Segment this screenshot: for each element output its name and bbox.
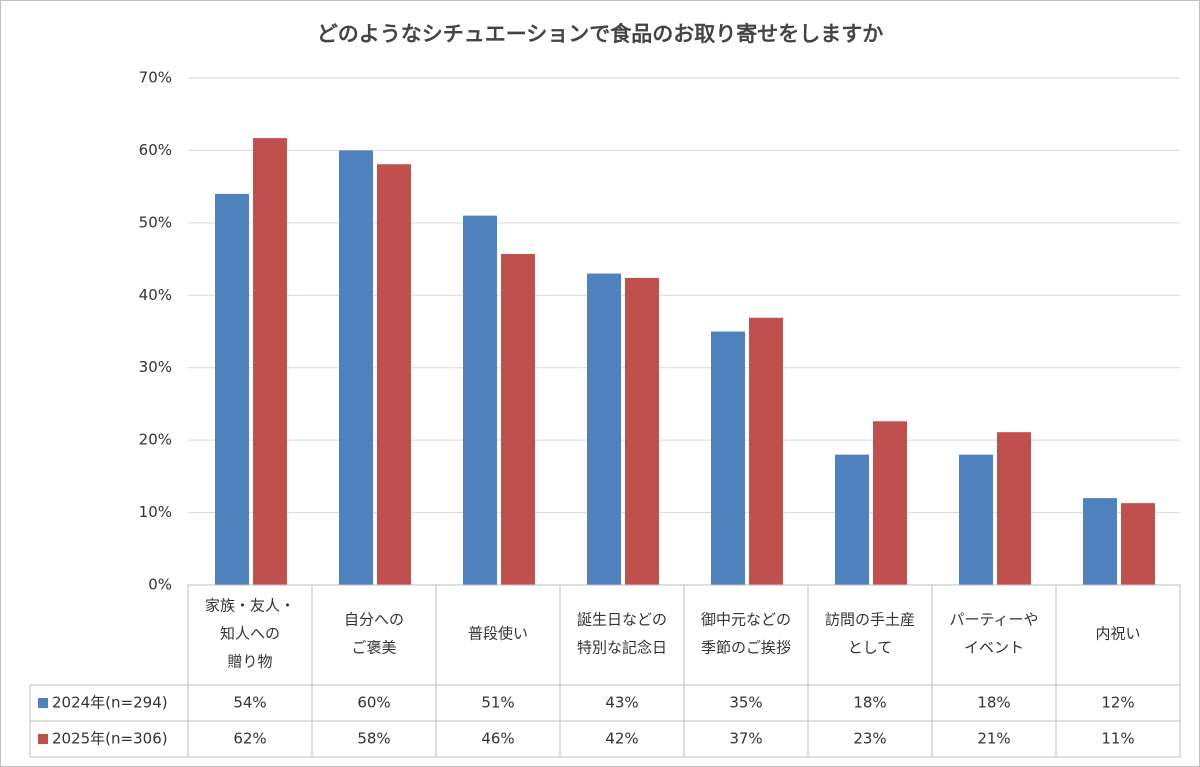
x-tick-label: 内祝い [1095,625,1140,643]
bar [835,454,869,585]
bar [749,317,783,585]
bar [959,454,993,585]
table-value: 23% [853,730,886,748]
x-tick-label: イベント [964,639,1024,657]
bar [587,273,621,585]
chart-title: どのようなシチュエーションで食品のお取り寄せをしますか [317,22,884,46]
table-value: 51% [481,694,514,712]
x-tick-label: として [848,639,893,657]
table-value: 11% [1101,730,1134,748]
legend-label: 2024年(n=294) [52,694,168,712]
bar [215,193,249,585]
y-tick-label: 30% [139,358,172,376]
x-tick-label: 御中元などの [701,611,791,629]
y-tick-label: 70% [139,69,172,87]
table-value: 18% [977,694,1010,712]
bar [339,150,373,585]
table-value: 62% [233,730,266,748]
x-tick-label: ご褒美 [351,639,396,657]
x-tick-label: 訪問の手土産 [825,611,915,629]
x-tick-label: 特別な記念日 [577,639,667,657]
bar [625,277,659,585]
y-tick-label: 10% [139,503,172,521]
table-value: 60% [357,694,390,712]
x-tick-label: 知人への [220,625,280,643]
table-value: 21% [977,730,1010,748]
bar [997,432,1031,585]
legend-swatch [38,698,48,708]
bar [501,254,535,585]
y-tick-label: 20% [139,431,172,449]
table-value: 58% [357,730,390,748]
table-value: 18% [853,694,886,712]
y-tick-label: 50% [139,213,172,231]
bar [873,421,907,585]
y-tick-label: 0% [148,576,172,594]
x-tick-label: 普段使い [468,625,528,643]
x-tick-label: パーティーや [949,611,1038,629]
legend-label: 2025年(n=306) [52,730,168,748]
table-value: 54% [233,694,266,712]
legend-swatch [38,734,48,744]
table-value: 43% [605,694,638,712]
table-value: 35% [729,694,762,712]
bar [1121,503,1155,585]
y-tick-label: 40% [139,286,172,304]
x-tick-label: 家族・友人・ [205,597,295,615]
bar [1083,498,1117,585]
table-value: 42% [605,730,638,748]
y-tick-label: 60% [139,141,172,159]
x-tick-label: 誕生日などの [577,611,667,629]
x-tick-label: 贈り物 [227,653,272,671]
bar [253,138,287,585]
x-tick-label: 季節のご挨拶 [701,639,791,657]
bar [463,215,497,585]
table-value: 37% [729,730,762,748]
x-tick-label: 自分への [344,611,404,629]
bar [711,331,745,585]
table-value: 12% [1101,694,1134,712]
bar [377,164,411,585]
table-value: 46% [481,730,514,748]
